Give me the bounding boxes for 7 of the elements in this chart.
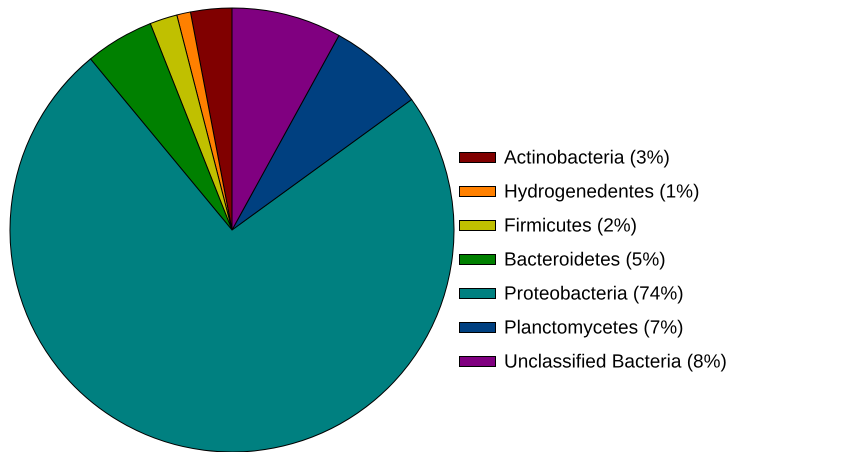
- legend-label: Planctomycetes (7%): [504, 318, 684, 338]
- legend-label: Hydrogenedentes (1%): [504, 182, 700, 202]
- legend-label: Proteobacteria (74%): [504, 284, 684, 304]
- legend-label: Actinobacteria (3%): [504, 148, 670, 168]
- legend-label: Unclassified Bacteria (8%): [504, 352, 727, 372]
- legend-label: Firmicutes (2%): [504, 216, 638, 236]
- legend-label: Bacteroidetes (5%): [504, 250, 666, 270]
